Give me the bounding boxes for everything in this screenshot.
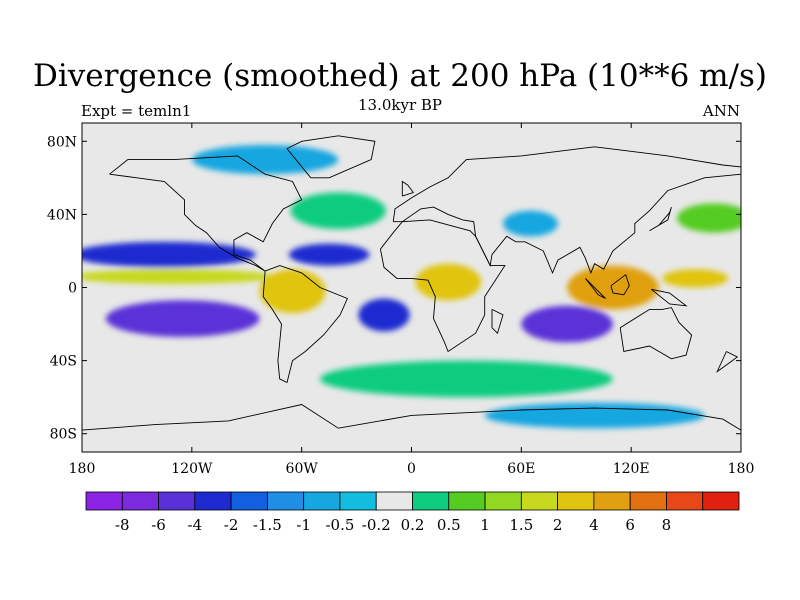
field-region-s-atlantic-deep-blue — [358, 298, 410, 332]
colorbar-swatch — [484, 491, 522, 511]
field-region-w-pacific-green — [676, 203, 741, 233]
colorbar-label: -2 — [224, 516, 239, 534]
field-region-n-atlantic-deep-blue — [288, 243, 370, 266]
colorbar-swatch — [121, 491, 159, 511]
coastline-new-guinea — [651, 288, 688, 307]
figure-title: Divergence (smoothed) at 200 hPa (10**6 … — [33, 58, 767, 94]
colorbar-label: 2 — [553, 516, 563, 534]
field-region-arctic-blue — [191, 144, 339, 175]
x-tick-label: 180 — [728, 461, 755, 477]
field-region-n-atlantic-green — [290, 192, 386, 230]
colorbar-swatch — [702, 491, 740, 511]
x-tick-label: 60E — [507, 461, 535, 477]
colorbar-label: 4 — [589, 516, 599, 534]
field-region-southern-ocean-green — [319, 360, 613, 398]
coastline-australia — [619, 307, 693, 360]
colorbar-swatch — [266, 491, 305, 511]
field-region-w-pacific-warm — [662, 269, 729, 288]
coastlines — [82, 135, 741, 431]
colorbar-label: -0.5 — [325, 516, 354, 534]
y-tick-label: 80N — [47, 134, 77, 150]
colorbar-label: -6 — [151, 516, 166, 534]
field-region-indonesia-convection — [567, 265, 659, 310]
coastline-africa — [379, 219, 506, 353]
y-tick-label: 40N — [47, 207, 77, 223]
x-tick-label: 0 — [407, 461, 416, 477]
field-region-pacific-itcz — [82, 269, 275, 284]
coastline-sumatra — [585, 278, 606, 299]
colorbar-swatch — [448, 491, 486, 511]
colorbar-swatch — [412, 491, 450, 511]
y-tick-label: 80S — [50, 427, 77, 443]
colorbar-label: -1 — [296, 516, 311, 534]
colorbar-swatch — [158, 491, 196, 511]
colorbar-label: -1.5 — [253, 516, 282, 534]
colorbar-swatch — [194, 491, 232, 511]
colorbar-swatch — [230, 491, 268, 511]
colorbar-swatch — [666, 491, 704, 511]
coastline-new-zealand — [716, 351, 739, 373]
colorbar-label: 1 — [480, 516, 490, 534]
coastline-borneo — [610, 273, 630, 296]
colorbar-label: -8 — [115, 516, 130, 534]
x-tick-label: 120E — [613, 461, 650, 477]
colorbar-swatch — [85, 491, 123, 511]
coastline-greenland — [286, 135, 376, 179]
field-region-amazon-convection — [259, 269, 326, 314]
coastline-south-america — [262, 265, 349, 384]
coastline-madagascar — [491, 308, 504, 335]
colorbar-label: 6 — [625, 516, 635, 534]
coastline-antarctica — [82, 404, 741, 431]
colorbar-swatch — [303, 491, 341, 511]
coastline-uk — [401, 180, 415, 197]
colorbar-swatch — [339, 491, 377, 511]
x-tick-label: 120W — [171, 461, 213, 477]
field-region-asia-blue — [503, 210, 558, 237]
x-tick-label: 60W — [286, 461, 319, 477]
field-region-n-pacific-deep-blue — [82, 241, 256, 268]
y-tick-label: 40S — [50, 354, 77, 370]
y-tick-label: 0 — [68, 281, 77, 297]
field-region-africa-convection — [415, 263, 482, 301]
colorbar-swatch — [593, 491, 631, 511]
colorbar-swatch — [629, 491, 667, 511]
colorbar-label: 0.2 — [401, 516, 425, 534]
field-region-s-indian-deep-blue — [521, 305, 613, 343]
field-region-antarctic-blue — [484, 402, 705, 429]
colorbar-label: -4 — [188, 516, 203, 534]
y-axis: 80N 40N 0 40S 80S — [47, 134, 741, 443]
time-label: 13.0kyr BP — [357, 96, 443, 114]
coastline-japan — [649, 206, 672, 232]
experiment-label: Expt = temln1 — [81, 102, 192, 120]
coastline-eurasia — [392, 146, 741, 275]
colorbar-swatch — [375, 491, 413, 511]
coastline-north-america — [109, 155, 303, 272]
x-axis: 180 120W 60W 0 60E 120E 180 — [69, 123, 755, 477]
colorbar-label: 8 — [662, 516, 672, 534]
colorbar-swatch — [520, 491, 559, 511]
colorbar: -8 -6 -4 -2 -1.5 -1 -0.5 -0.2 0.2 0.5 1 1.5 2 4 6 8 — [85, 491, 740, 534]
x-tick-label: 180 — [69, 461, 96, 477]
field-region-s-pacific-deep-blue — [105, 300, 260, 337]
colorbar-label: 1.5 — [509, 516, 533, 534]
season-label: ANN — [702, 102, 740, 120]
colorbar-swatch — [557, 491, 595, 511]
colorbar-label: 0.5 — [437, 516, 461, 534]
colorbar-label: -0.2 — [362, 516, 391, 534]
